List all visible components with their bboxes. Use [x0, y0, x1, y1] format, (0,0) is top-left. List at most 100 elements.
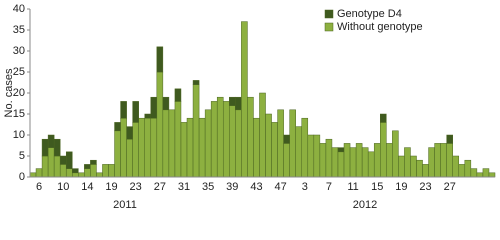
bar — [90, 159, 97, 165]
bar — [192, 84, 200, 178]
bar — [295, 126, 303, 178]
x-tick-label: 39 — [226, 181, 238, 193]
x-tick-label: 43 — [250, 181, 262, 193]
bar — [482, 168, 490, 178]
x-tick-label: 19 — [105, 181, 117, 193]
bar — [259, 92, 266, 178]
bar — [84, 164, 91, 169]
bar — [277, 109, 284, 178]
bar — [108, 164, 115, 178]
x-tick-label: 14 — [81, 181, 93, 193]
bar — [235, 109, 242, 178]
bar — [222, 101, 230, 178]
x-tick-label: 11 — [347, 181, 358, 193]
bar — [434, 143, 441, 178]
bar — [398, 155, 405, 178]
bar — [440, 143, 447, 178]
bar — [367, 151, 375, 178]
legend-swatch — [324, 22, 334, 32]
y-tick-label: 10 — [13, 129, 25, 141]
bar — [253, 117, 260, 178]
bar — [120, 101, 127, 119]
bar — [301, 117, 309, 178]
bar — [144, 113, 152, 119]
x-tick-label: 10 — [57, 181, 69, 193]
y-tick-label: 40 — [13, 3, 25, 15]
bar — [289, 109, 296, 178]
x-tick-label: 27 — [444, 181, 456, 193]
bar — [72, 168, 79, 174]
bar — [235, 96, 242, 111]
bar — [349, 147, 357, 178]
y-tick-label: 0 — [19, 171, 25, 183]
bar — [41, 138, 49, 157]
bar — [464, 159, 472, 178]
bar — [355, 143, 363, 178]
bar — [446, 134, 453, 144]
y-tick-label: 35 — [13, 24, 25, 36]
x-tick-label: 3 — [302, 181, 308, 193]
bar — [210, 101, 218, 178]
bar — [162, 109, 170, 178]
legend-label: Without genotype — [337, 21, 423, 33]
bar — [283, 134, 290, 144]
bar — [271, 122, 278, 178]
year-label: 2011 — [113, 199, 137, 211]
bar — [331, 147, 339, 178]
year-label: 2012 — [353, 199, 377, 211]
x-tick-label: 19 — [395, 181, 407, 193]
bar — [410, 155, 417, 178]
bar — [59, 164, 67, 178]
bar — [380, 122, 387, 178]
bar — [216, 96, 224, 178]
bar — [174, 88, 182, 102]
bar — [337, 147, 345, 153]
bar — [59, 155, 67, 165]
y-tick-label: 25 — [13, 66, 25, 78]
bar — [422, 164, 429, 178]
bar — [168, 109, 176, 178]
bar — [186, 117, 194, 178]
bar — [90, 164, 97, 178]
bar — [428, 147, 435, 178]
bar — [283, 143, 290, 178]
bar — [476, 172, 484, 178]
bar — [198, 117, 206, 178]
y-tick-label: 5 — [19, 150, 25, 162]
bar — [241, 21, 248, 178]
bar — [416, 159, 423, 178]
bar — [470, 168, 478, 178]
bar — [307, 134, 315, 178]
bar — [229, 105, 236, 178]
x-tick-label: 35 — [202, 181, 214, 193]
bar — [96, 172, 103, 178]
bar — [78, 172, 85, 178]
bar — [150, 96, 158, 119]
bar — [144, 117, 152, 178]
bar — [404, 147, 411, 178]
bar — [132, 122, 139, 178]
bar — [72, 172, 79, 178]
chart: No. cases 0 5 10 15 20 25 30 35 40 6 10 14 19 23 27 31 3… — [3, 3, 496, 211]
bar — [102, 164, 109, 178]
bar — [313, 134, 321, 178]
legend-swatch — [324, 9, 334, 19]
bar — [47, 134, 55, 148]
x-tick-label: 27 — [154, 181, 166, 193]
x-tick-label: 47 — [274, 181, 286, 193]
bar — [114, 130, 121, 178]
bar — [458, 164, 466, 178]
bar — [446, 143, 453, 178]
bar — [156, 46, 164, 73]
bar — [174, 101, 182, 178]
y-axis-label: No. cases — [3, 68, 15, 117]
bar — [488, 172, 496, 178]
x-tick-label: 31 — [178, 181, 190, 193]
bar — [162, 96, 170, 111]
x-tick-label: 23 — [419, 181, 431, 193]
bar — [337, 151, 345, 178]
bar — [114, 122, 121, 132]
y-tick-label: 20 — [13, 87, 25, 99]
bar — [47, 147, 55, 178]
bar — [29, 172, 37, 178]
